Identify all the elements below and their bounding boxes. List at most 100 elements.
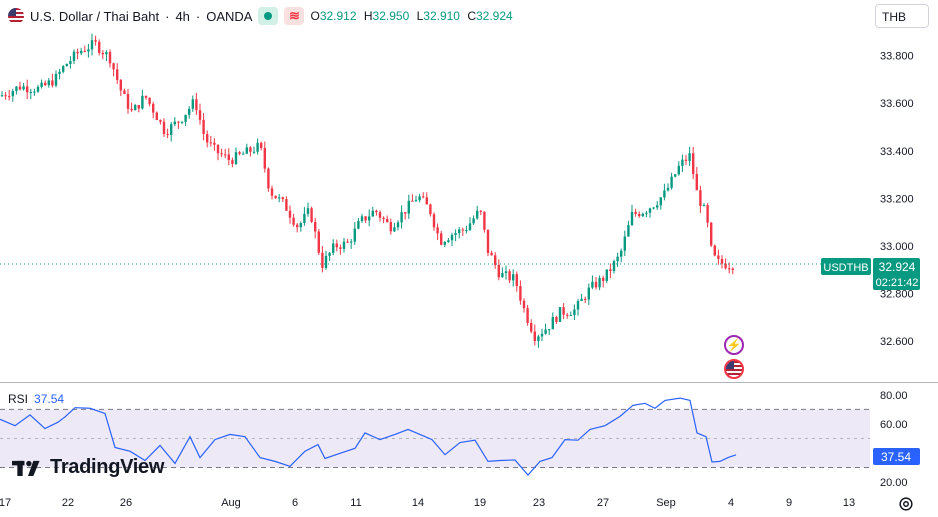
candle bbox=[152, 101, 155, 119]
tradingview-logo[interactable]: TradingView bbox=[12, 456, 164, 479]
candle bbox=[332, 239, 335, 256]
candle bbox=[486, 229, 490, 257]
us-flag-icon[interactable] bbox=[724, 359, 744, 379]
candle bbox=[404, 212, 407, 220]
candle bbox=[681, 154, 684, 173]
candle bbox=[634, 208, 637, 217]
separator: · bbox=[165, 8, 170, 24]
candle bbox=[44, 80, 47, 87]
price-axis-tick: 33.400 bbox=[880, 146, 914, 158]
candle bbox=[346, 238, 349, 244]
candle bbox=[177, 121, 180, 129]
exchange-label: OANDA bbox=[206, 8, 253, 24]
candle bbox=[0, 91, 4, 97]
market-status-badge[interactable] bbox=[258, 7, 279, 25]
candle bbox=[587, 283, 590, 305]
candle bbox=[548, 329, 551, 335]
candle bbox=[90, 33, 94, 56]
candle bbox=[702, 203, 706, 207]
lightning-icon[interactable]: ⚡ bbox=[724, 335, 744, 355]
candle bbox=[429, 203, 432, 217]
candle bbox=[411, 194, 414, 202]
candle bbox=[476, 205, 479, 220]
candle bbox=[706, 203, 709, 228]
time-axis-tick: 23 bbox=[533, 497, 545, 509]
candle bbox=[454, 229, 457, 242]
open-value: 32.912 bbox=[319, 9, 357, 23]
candle bbox=[533, 324, 536, 346]
time-axis-tick: Aug bbox=[221, 497, 241, 509]
rsi-tag-text: 37.54 bbox=[881, 450, 911, 464]
candle bbox=[148, 97, 151, 107]
candle bbox=[191, 95, 194, 112]
candle bbox=[234, 147, 238, 166]
candle bbox=[162, 118, 166, 137]
rsi-axis-tick: 60.00 bbox=[880, 419, 908, 431]
price-axis-tick: 33.600 bbox=[880, 98, 914, 110]
candle bbox=[368, 209, 371, 227]
candle bbox=[717, 249, 720, 265]
candle bbox=[555, 315, 558, 324]
candle bbox=[375, 209, 378, 216]
candle bbox=[663, 183, 666, 201]
candle bbox=[612, 259, 616, 274]
candle bbox=[170, 121, 173, 142]
candle bbox=[83, 45, 86, 53]
candle bbox=[216, 144, 220, 161]
candle bbox=[94, 35, 97, 46]
rsi-legend[interactable]: RSI 37.54 bbox=[8, 392, 64, 406]
candle bbox=[267, 167, 270, 192]
candle bbox=[202, 112, 205, 141]
candle bbox=[569, 311, 572, 317]
interval-label[interactable]: 4h bbox=[175, 8, 190, 24]
candle bbox=[602, 275, 605, 288]
candle bbox=[522, 298, 526, 313]
price-axis: 33.800 33.600 33.400 33.200 33.000 32.800 32.6… bbox=[880, 51, 914, 348]
candle bbox=[627, 220, 630, 237]
candle bbox=[231, 157, 234, 168]
candle bbox=[508, 269, 511, 284]
candle bbox=[263, 141, 266, 173]
symbol-legend[interactable]: U.S. Dollar / Thai Baht · 4h · OANDA ≋ O… bbox=[8, 6, 517, 26]
candle bbox=[274, 195, 277, 199]
candle bbox=[278, 194, 281, 203]
candle bbox=[303, 207, 306, 226]
candle bbox=[371, 206, 374, 217]
data-feed-badge[interactable]: ≋ bbox=[284, 7, 305, 25]
price-pane bbox=[0, 33, 870, 348]
rsi-axis-tick: 20.00 bbox=[880, 477, 908, 489]
candle bbox=[198, 103, 202, 125]
time-axis-tick: 14 bbox=[412, 497, 424, 509]
candle bbox=[620, 248, 623, 263]
candle bbox=[515, 271, 518, 292]
candle bbox=[184, 114, 187, 127]
candle bbox=[728, 262, 731, 274]
candle bbox=[695, 167, 698, 191]
price-tag-countdown: 02:21:42 bbox=[876, 277, 919, 289]
candle bbox=[540, 328, 544, 341]
gear-icon[interactable] bbox=[897, 495, 915, 513]
candle bbox=[134, 103, 137, 111]
candle bbox=[270, 185, 274, 200]
candle bbox=[105, 50, 108, 62]
rsi-value-tag: 37.54 bbox=[873, 448, 920, 465]
candle bbox=[317, 228, 320, 255]
candle bbox=[458, 226, 461, 239]
candle bbox=[537, 334, 540, 348]
rsi-axis-tick: 80.00 bbox=[880, 390, 908, 402]
symbol-title[interactable]: U.S. Dollar / Thai Baht bbox=[30, 8, 160, 24]
candle bbox=[479, 210, 482, 216]
candle bbox=[227, 148, 230, 166]
candle bbox=[310, 206, 313, 223]
candle bbox=[101, 50, 104, 60]
candle bbox=[724, 258, 727, 270]
candle bbox=[335, 239, 338, 252]
candle bbox=[670, 172, 673, 190]
candle bbox=[72, 49, 76, 65]
candle bbox=[220, 148, 223, 158]
candle bbox=[425, 192, 428, 205]
currency-button[interactable]: THB bbox=[875, 4, 929, 28]
candle bbox=[238, 150, 241, 156]
candle bbox=[47, 77, 50, 88]
